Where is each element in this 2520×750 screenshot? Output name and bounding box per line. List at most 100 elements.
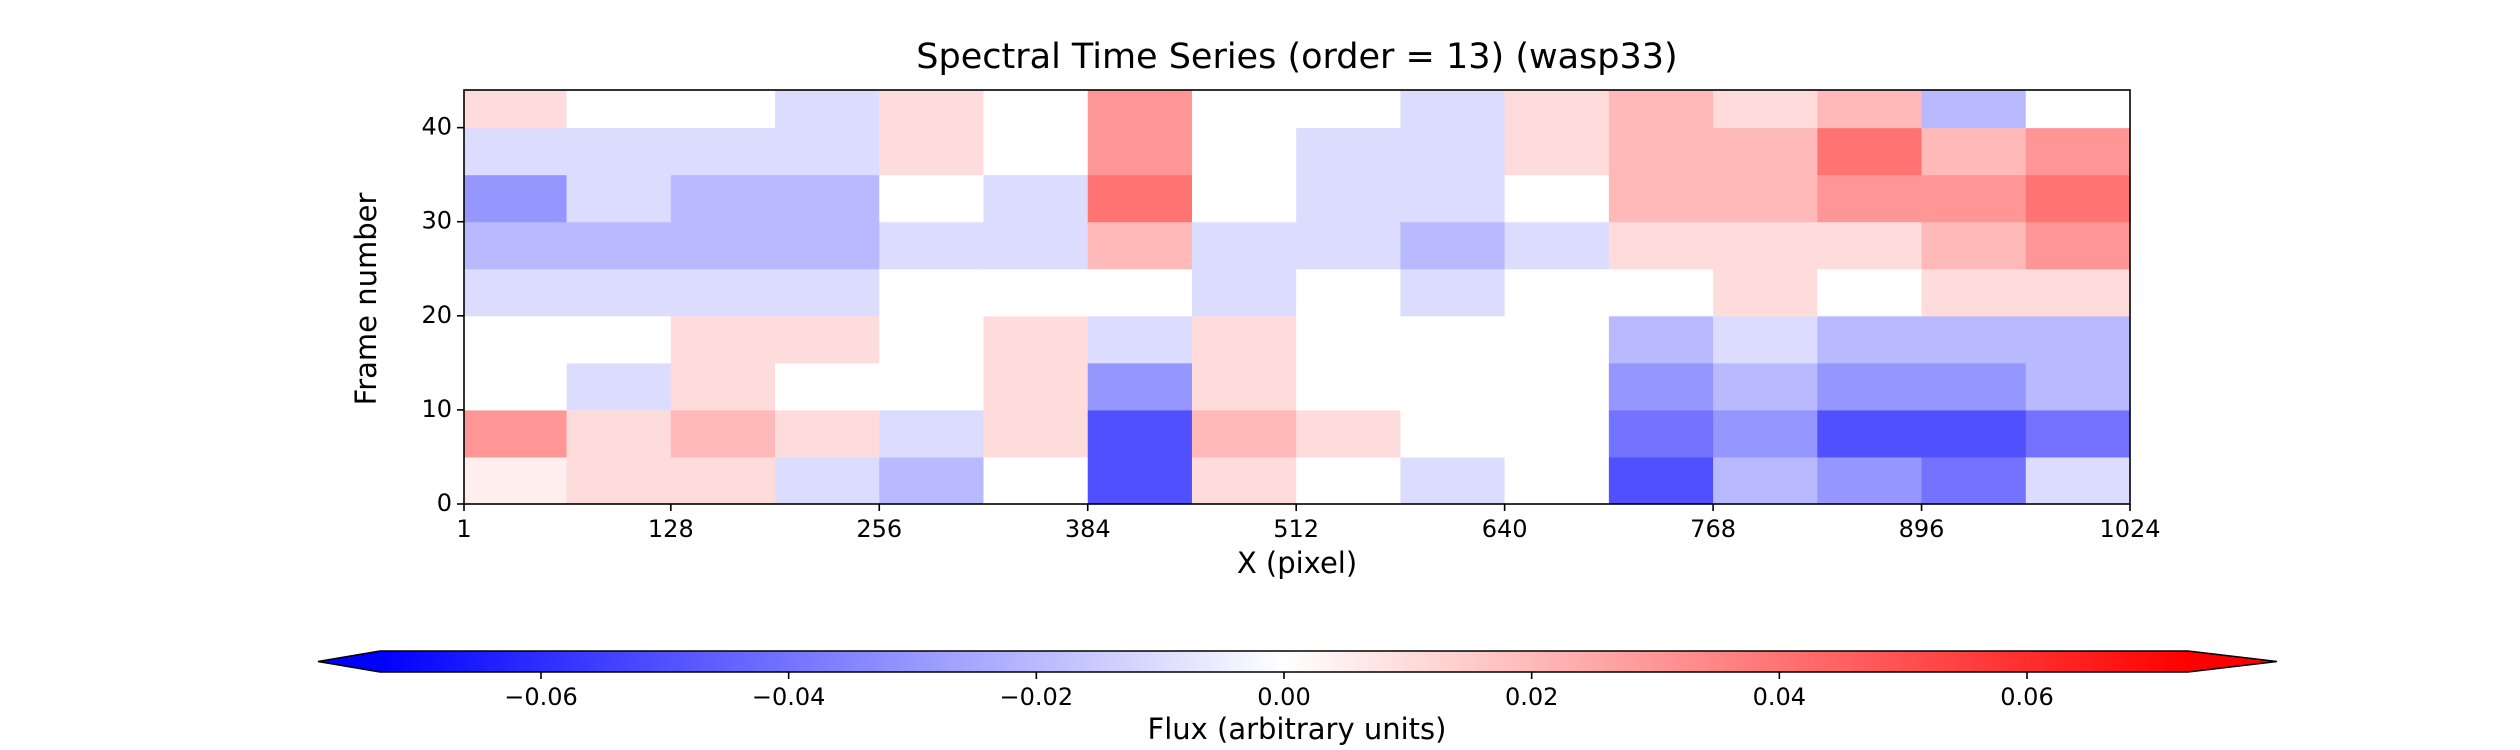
heatmap-cell: [464, 315, 568, 364]
heatmap-cell: [1504, 174, 1610, 223]
heatmap-cell: [670, 174, 776, 223]
x-tick-label: 512: [1273, 515, 1319, 543]
heatmap-cell: [1087, 315, 1193, 364]
heatmap-cell: [1817, 456, 1923, 505]
chart-title: Spectral Time Series (order = 13) (wasp3…: [916, 37, 1677, 77]
heatmap-cell: [1087, 362, 1193, 411]
heatmap-cell: [1400, 90, 1506, 129]
heatmap-cell: [670, 90, 776, 129]
colorbar-tick-label: −0.04: [752, 683, 826, 711]
heatmap-cell: [775, 221, 880, 270]
heatmap-cell: [566, 268, 672, 317]
heatmap-cell: [1817, 362, 1923, 411]
heatmap-cell: [1087, 268, 1193, 317]
heatmap-cell: [775, 268, 880, 317]
heatmap-cell: [1400, 268, 1506, 317]
heatmap-cell: [1504, 221, 1610, 270]
heatmap-cell: [464, 127, 568, 176]
heatmap-cell: [1296, 127, 1401, 176]
heatmap-cell: [1296, 409, 1401, 458]
heatmap-cell: [879, 127, 985, 176]
heatmap-cell: [1608, 456, 1714, 505]
heatmap-cell: [879, 409, 985, 458]
heatmap-cell: [1817, 221, 1923, 270]
heatmap-cell: [1504, 127, 1610, 176]
heatmap-cell: [1817, 268, 1923, 317]
heatmap-cell: [983, 409, 1089, 458]
heatmap-cell: [2025, 456, 2131, 505]
heatmap-cell: [1191, 174, 1297, 223]
heatmap-cell: [775, 90, 880, 129]
colorbar-tick-label: 0.04: [1753, 683, 1806, 711]
heatmap-cell: [983, 315, 1089, 364]
heatmap-cell: [1296, 362, 1401, 411]
heatmap-cell: [1191, 362, 1297, 411]
heatmap-cell: [2025, 409, 2131, 458]
colorbar-extend-high: [2188, 651, 2277, 672]
heatmap-cell: [566, 362, 672, 411]
heatmap-cell: [1087, 456, 1193, 505]
heatmap-cell: [464, 362, 568, 411]
heatmap-cell: [775, 174, 880, 223]
heatmap-cell: [1191, 315, 1297, 364]
heatmap-cell: [1713, 362, 1818, 411]
heatmap-cell: [1191, 268, 1297, 317]
heatmap-cell: [566, 409, 672, 458]
heatmap-cell: [1713, 315, 1818, 364]
x-axis-label: X (pixel): [1237, 546, 1357, 580]
heatmap-cell: [1296, 221, 1401, 270]
heatmap-cell: [1713, 409, 1818, 458]
heatmap-cell: [775, 409, 880, 458]
heatmap-cell: [1400, 221, 1506, 270]
heatmap-cell: [983, 90, 1089, 129]
heatmap-cell: [2025, 221, 2131, 270]
heatmap-cell: [775, 456, 880, 505]
heatmap-cell: [1713, 127, 1818, 176]
heatmap-cell: [1191, 127, 1297, 176]
heatmap-cell: [983, 268, 1089, 317]
heatmap-cell: [1817, 409, 1923, 458]
heatmap-cell: [464, 268, 568, 317]
heatmap-cell: [2025, 127, 2131, 176]
colorbar-extend-low: [318, 651, 380, 672]
x-tick-label: 896: [1899, 515, 1945, 543]
x-tick-label: 384: [1065, 515, 1111, 543]
heatmap-cell: [1504, 315, 1610, 364]
heatmap-cell: [670, 456, 776, 505]
heatmap-cell: [1087, 409, 1193, 458]
colorbar: [380, 651, 2188, 672]
colorbar-tick-label: −0.02: [1000, 683, 1074, 711]
heatmap-cell: [1296, 315, 1401, 364]
heatmap-cell: [1817, 315, 1923, 364]
heatmap-cell: [1921, 456, 2027, 505]
heatmap-cell: [1608, 362, 1714, 411]
heatmap-cell: [1713, 90, 1818, 129]
heatmap-cell: [566, 90, 672, 129]
x-tick-label: 1: [456, 515, 471, 543]
colorbar-tick-label: 0.00: [1257, 683, 1310, 711]
x-tick-label: 640: [1482, 515, 1528, 543]
colorbar-tick-label: −0.06: [504, 683, 578, 711]
heatmap-cell: [670, 221, 776, 270]
heatmap-cell: [879, 221, 985, 270]
heatmap-cell: [1400, 315, 1506, 364]
heatmap-cell: [879, 174, 985, 223]
heatmap-cell: [1921, 409, 2027, 458]
y-tick-label: 20: [421, 301, 452, 329]
heatmap-cell: [1087, 221, 1193, 270]
heatmap-cell: [464, 221, 568, 270]
y-tick-label: 0: [437, 489, 452, 517]
heatmap-cell: [983, 127, 1089, 176]
heatmap-cell: [566, 174, 672, 223]
heatmap-cell: [1608, 127, 1714, 176]
heatmap-cell: [879, 456, 985, 505]
heatmap-cell: [879, 362, 985, 411]
heatmap-cell: [1400, 409, 1506, 458]
heatmap-cell: [670, 315, 776, 364]
heatmap-cell: [1921, 174, 2027, 223]
heatmap-cell: [670, 127, 776, 176]
heatmap-cell: [1296, 268, 1401, 317]
heatmap-cell: [879, 90, 985, 129]
heatmap-cell: [983, 221, 1089, 270]
